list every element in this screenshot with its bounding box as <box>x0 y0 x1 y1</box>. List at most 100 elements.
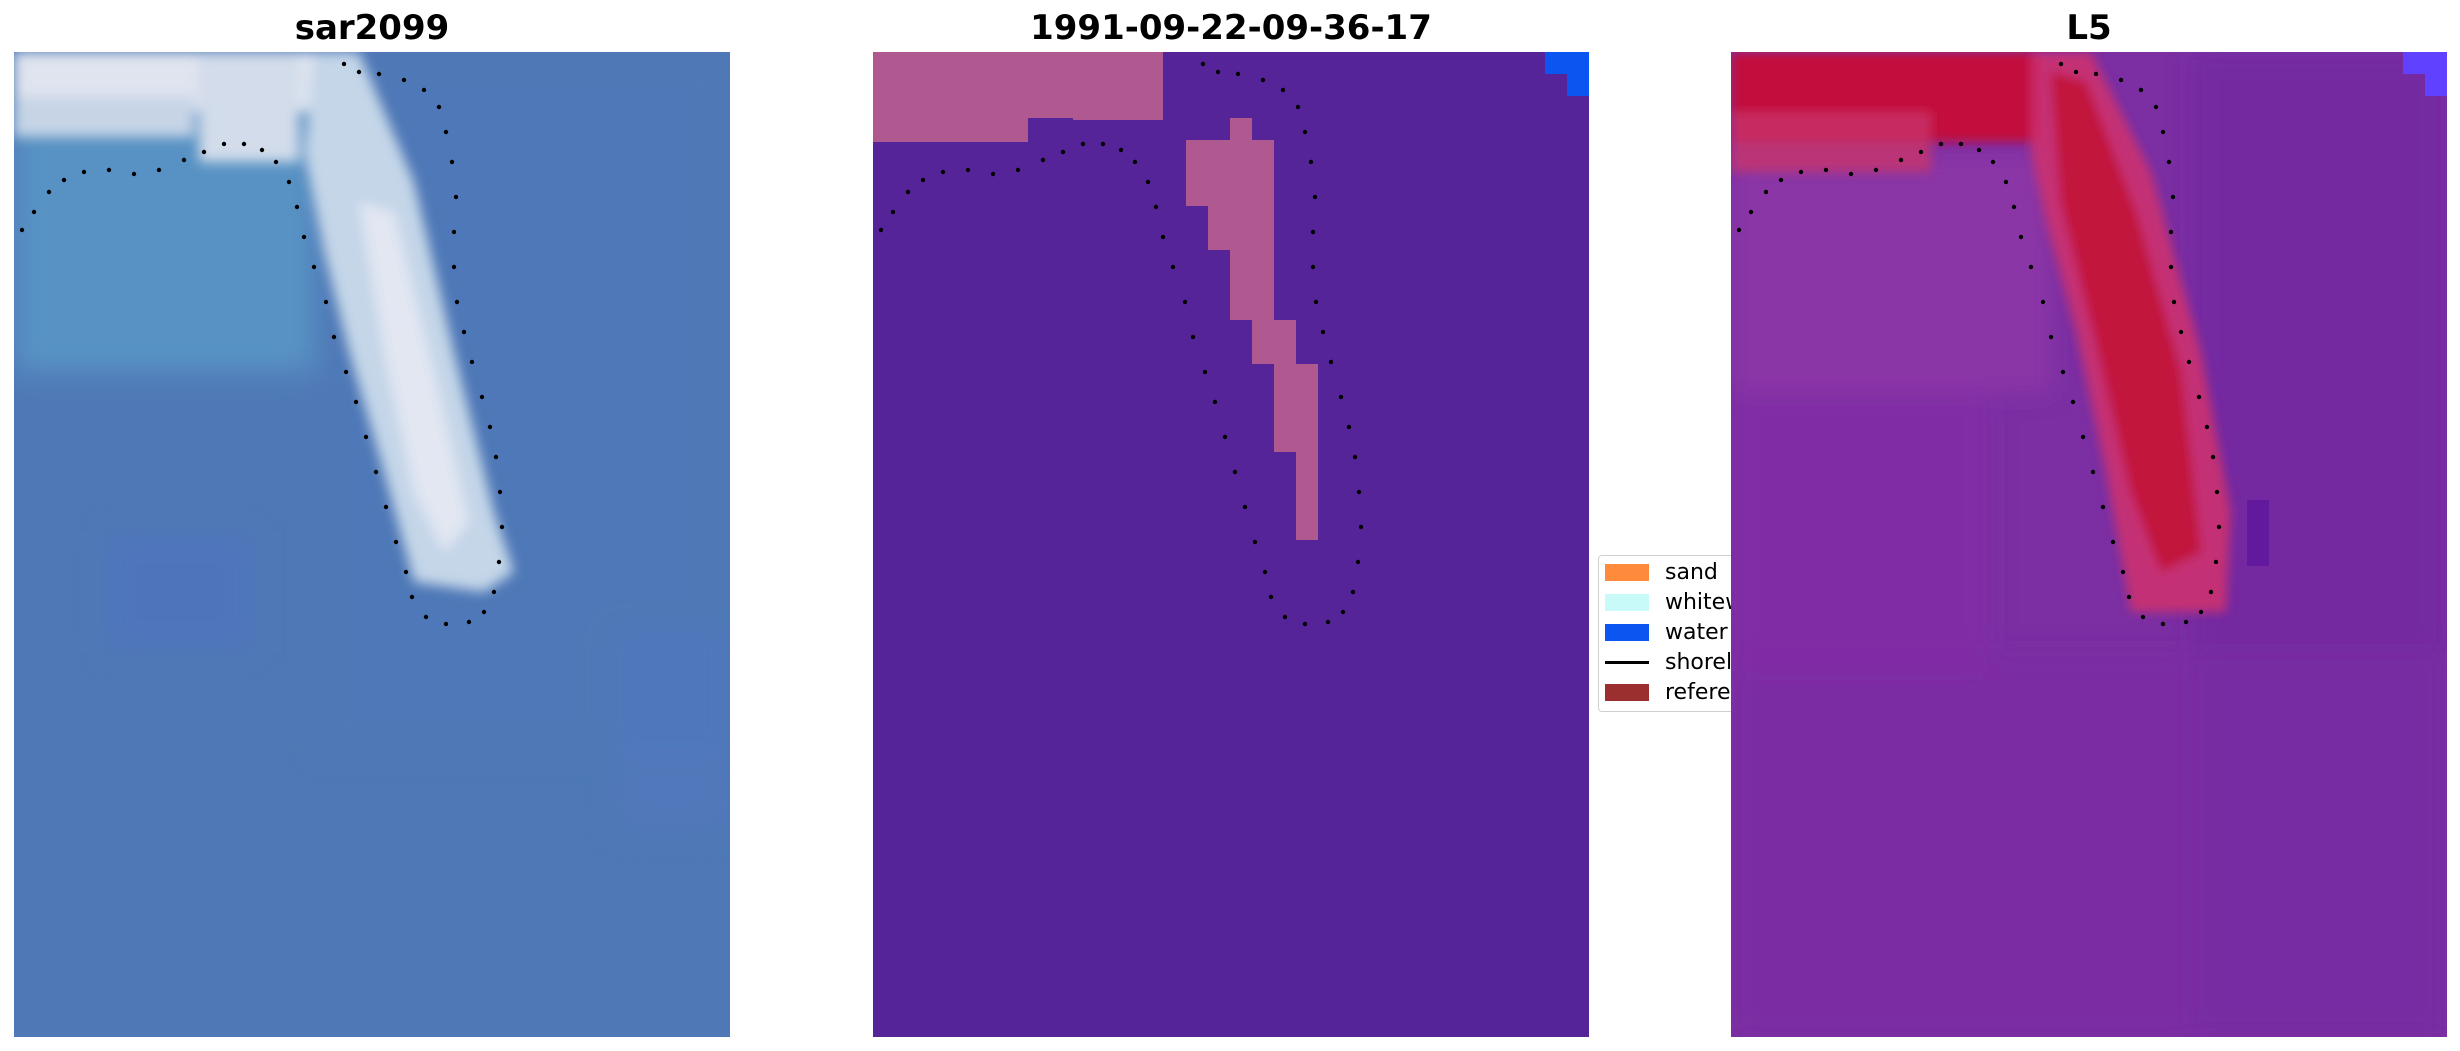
legend-label: shoreline <box>1665 649 1737 675</box>
shoreline-point <box>1222 434 1228 440</box>
shoreline-point <box>2168 229 2174 235</box>
reference-shoreline-swatch-icon <box>1605 683 1649 701</box>
shoreline-point <box>1260 77 1266 83</box>
shoreline-point <box>2204 424 2210 430</box>
shoreline-trace <box>19 61 505 627</box>
shoreline-point <box>1268 594 1274 600</box>
rgb-image <box>14 52 730 1037</box>
shoreline-point <box>2126 594 2132 600</box>
shoreline-point <box>2070 399 2076 405</box>
shoreline-point <box>1976 147 1982 153</box>
shoreline-point <box>1356 489 1362 495</box>
shoreline-point <box>2186 359 2192 365</box>
false-color-image <box>1731 52 2447 1037</box>
shoreline-point <box>1212 399 1218 405</box>
shoreline-point <box>19 227 25 233</box>
shoreline-point <box>920 177 926 183</box>
shoreline-point <box>1350 589 1356 595</box>
shoreline-point <box>2216 524 2222 530</box>
shoreline-point <box>1280 87 1286 93</box>
shoreline-point <box>2118 77 2124 83</box>
shoreline-point <box>1302 129 1308 135</box>
shoreline-point <box>2183 619 2189 625</box>
panel-title-rgb: sar2099 <box>294 8 450 48</box>
shoreline-point <box>2018 234 2024 240</box>
shoreline-point <box>493 454 499 460</box>
shoreline-point <box>2003 179 2009 185</box>
shoreline-point <box>2040 299 2046 305</box>
shoreline-point <box>443 129 449 135</box>
shoreline-point <box>1118 147 1124 153</box>
shoreline-point <box>1170 264 1176 270</box>
shoreline-point <box>1252 539 1258 545</box>
shoreline-point <box>376 71 382 77</box>
shoreline-point <box>409 594 415 600</box>
shoreline-point <box>469 359 475 365</box>
shoreline-line-icon <box>1605 660 1649 664</box>
shoreline-point <box>1160 234 1166 240</box>
legend-item-reference-shoreline: reference shoreline <box>1605 679 1737 705</box>
legend-label: reference shoreline <box>1665 679 1737 705</box>
shoreline-point <box>2073 69 2079 75</box>
shoreline-point <box>1153 204 1159 210</box>
shoreline-point <box>1310 264 1316 270</box>
water-swatch-icon <box>1605 623 1649 641</box>
shoreline-point <box>156 167 162 173</box>
shoreline-point <box>2210 454 2216 460</box>
shoreline-point <box>1763 189 1769 195</box>
shoreline-point <box>1358 524 1364 530</box>
shoreline-point <box>2196 394 2202 400</box>
shoreline-point <box>1182 299 1188 305</box>
shoreline-point <box>373 469 379 475</box>
shoreline-point <box>1325 619 1331 625</box>
shoreline-point <box>1823 167 1829 173</box>
shoreline-point <box>491 589 497 595</box>
shoreline-point <box>1040 157 1046 163</box>
shoreline-point <box>46 189 52 195</box>
shoreline-point <box>2198 609 2204 615</box>
shoreline-point <box>383 504 389 510</box>
shoreline-point <box>1313 299 1319 305</box>
shoreline-point <box>331 334 337 340</box>
shoreline-point <box>2048 334 2054 340</box>
shoreline-point <box>31 209 37 215</box>
shoreline-point <box>1200 61 1206 67</box>
shoreline-point <box>1748 209 1754 215</box>
legend-item-shoreline: shoreline <box>1605 649 1737 675</box>
shoreline-point <box>1958 141 1964 147</box>
shoreline-point <box>106 167 112 173</box>
shoreline-point <box>1015 167 1021 173</box>
shoreline-point <box>2100 504 2106 510</box>
shoreline-point <box>403 569 409 575</box>
shoreline-point <box>363 434 369 440</box>
shoreline-point <box>1145 179 1151 185</box>
shoreline-point <box>449 159 455 165</box>
shoreline-point <box>341 61 347 67</box>
shoreline-point <box>1060 149 1066 155</box>
shoreline-point <box>481 609 487 615</box>
shoreline-trace <box>1736 61 2222 627</box>
shoreline-trace <box>878 61 1364 627</box>
shoreline-point <box>2160 129 2166 135</box>
shoreline-point <box>401 77 407 83</box>
shoreline-point <box>451 229 457 235</box>
shoreline-point <box>496 559 502 565</box>
shoreline-point <box>1232 469 1238 475</box>
shoreline-point <box>940 169 946 175</box>
shoreline-point <box>1312 194 1318 200</box>
shoreline-point <box>353 399 359 405</box>
shoreline-point <box>905 189 911 195</box>
shoreline-point <box>1352 454 1358 460</box>
shoreline-point <box>1798 169 1804 175</box>
shoreline-point <box>323 299 329 305</box>
classified-image <box>873 52 1589 1037</box>
shoreline-point <box>1848 171 1854 177</box>
shoreline-point <box>201 149 207 155</box>
shoreline-point <box>1262 569 1268 575</box>
shoreline-point <box>1338 394 1344 400</box>
shoreline-point <box>81 169 87 175</box>
shoreline-point <box>1132 159 1138 165</box>
shoreline-point <box>1100 141 1106 147</box>
